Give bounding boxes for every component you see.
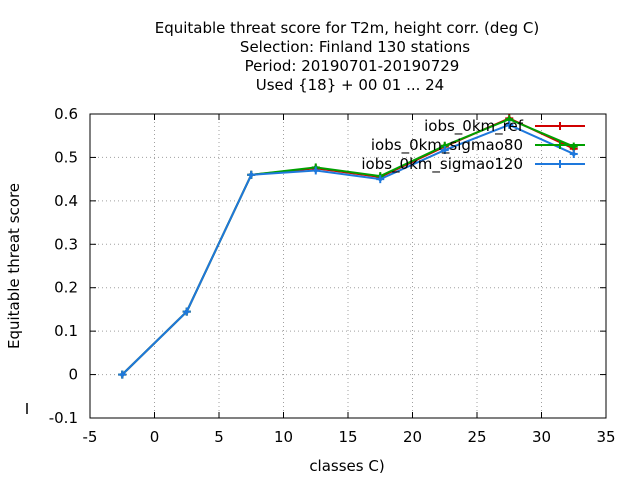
y-axis-ticks: -0.1 0 0.1 0.2 0.3 0.4 0.5 0.6 — [49, 105, 606, 427]
x-tick-label: 5 — [214, 428, 224, 446]
title-line-4: Used {18} + 00 01 ... 24 — [256, 76, 444, 94]
x-tick-label: 0 — [150, 428, 160, 446]
y-tick-label: 0.5 — [54, 148, 78, 166]
title-line-2: Selection: Finland 130 stations — [240, 38, 470, 56]
grid-lines — [90, 114, 606, 418]
title-line-3: Period: 20190701-20190729 — [245, 57, 460, 75]
chart-title: Equitable threat score for T2m, height c… — [155, 19, 540, 94]
legend-item: iobs_0km_sigmao80 — [371, 136, 585, 155]
data-point — [507, 117, 512, 122]
x-tick-label: -5 — [83, 428, 98, 446]
legend-label: iobs_0km_sigmao80 — [371, 136, 523, 155]
data-point — [571, 151, 576, 156]
y-tick-label: 0.1 — [54, 322, 78, 340]
title-line-1: Equitable threat score for T2m, height c… — [155, 19, 540, 37]
x-tick-label: 20 — [403, 428, 422, 446]
y-tick-label: 0.6 — [54, 105, 78, 123]
x-tick-label: 25 — [467, 428, 486, 446]
data-point — [184, 309, 189, 314]
x-axis-ticks: -5 0 5 10 15 20 25 30 35 — [83, 114, 616, 446]
legend-label: iobs_0km_sigmao120 — [361, 155, 523, 174]
data-point — [442, 148, 447, 153]
y-tick-label: 0.2 — [54, 279, 78, 297]
plot-frame — [89, 113, 607, 419]
x-tick-label: 10 — [274, 428, 293, 446]
data-point — [120, 372, 125, 377]
y-tick-label: 0.3 — [54, 235, 78, 253]
data-point — [313, 168, 318, 173]
y-tick-label: 0.4 — [54, 192, 78, 210]
y-tick-label: 0 — [68, 366, 78, 384]
legend-item: iobs_0km_sigmao120 — [361, 155, 585, 174]
data-point — [249, 172, 254, 177]
series-line — [121, 123, 575, 376]
data-point — [507, 122, 512, 127]
series-3 — [118, 120, 578, 379]
legend-label: iobs_0km_ref — [424, 117, 524, 136]
y-axis-label: Equitable threat score — [5, 183, 23, 349]
x-axis-label: classes C) — [309, 457, 384, 475]
data-point — [378, 177, 383, 182]
x-tick-label: 30 — [532, 428, 551, 446]
x-tick-label: 15 — [338, 428, 357, 446]
legend-item: iobs_0km_ref — [424, 117, 585, 136]
y-tick-label: -0.1 — [49, 409, 78, 427]
x-tick-label: 35 — [596, 428, 615, 446]
legend: iobs_0km_refiobs_0km_sigmao80iobs_0km_si… — [361, 117, 585, 174]
series-lines — [118, 114, 578, 379]
